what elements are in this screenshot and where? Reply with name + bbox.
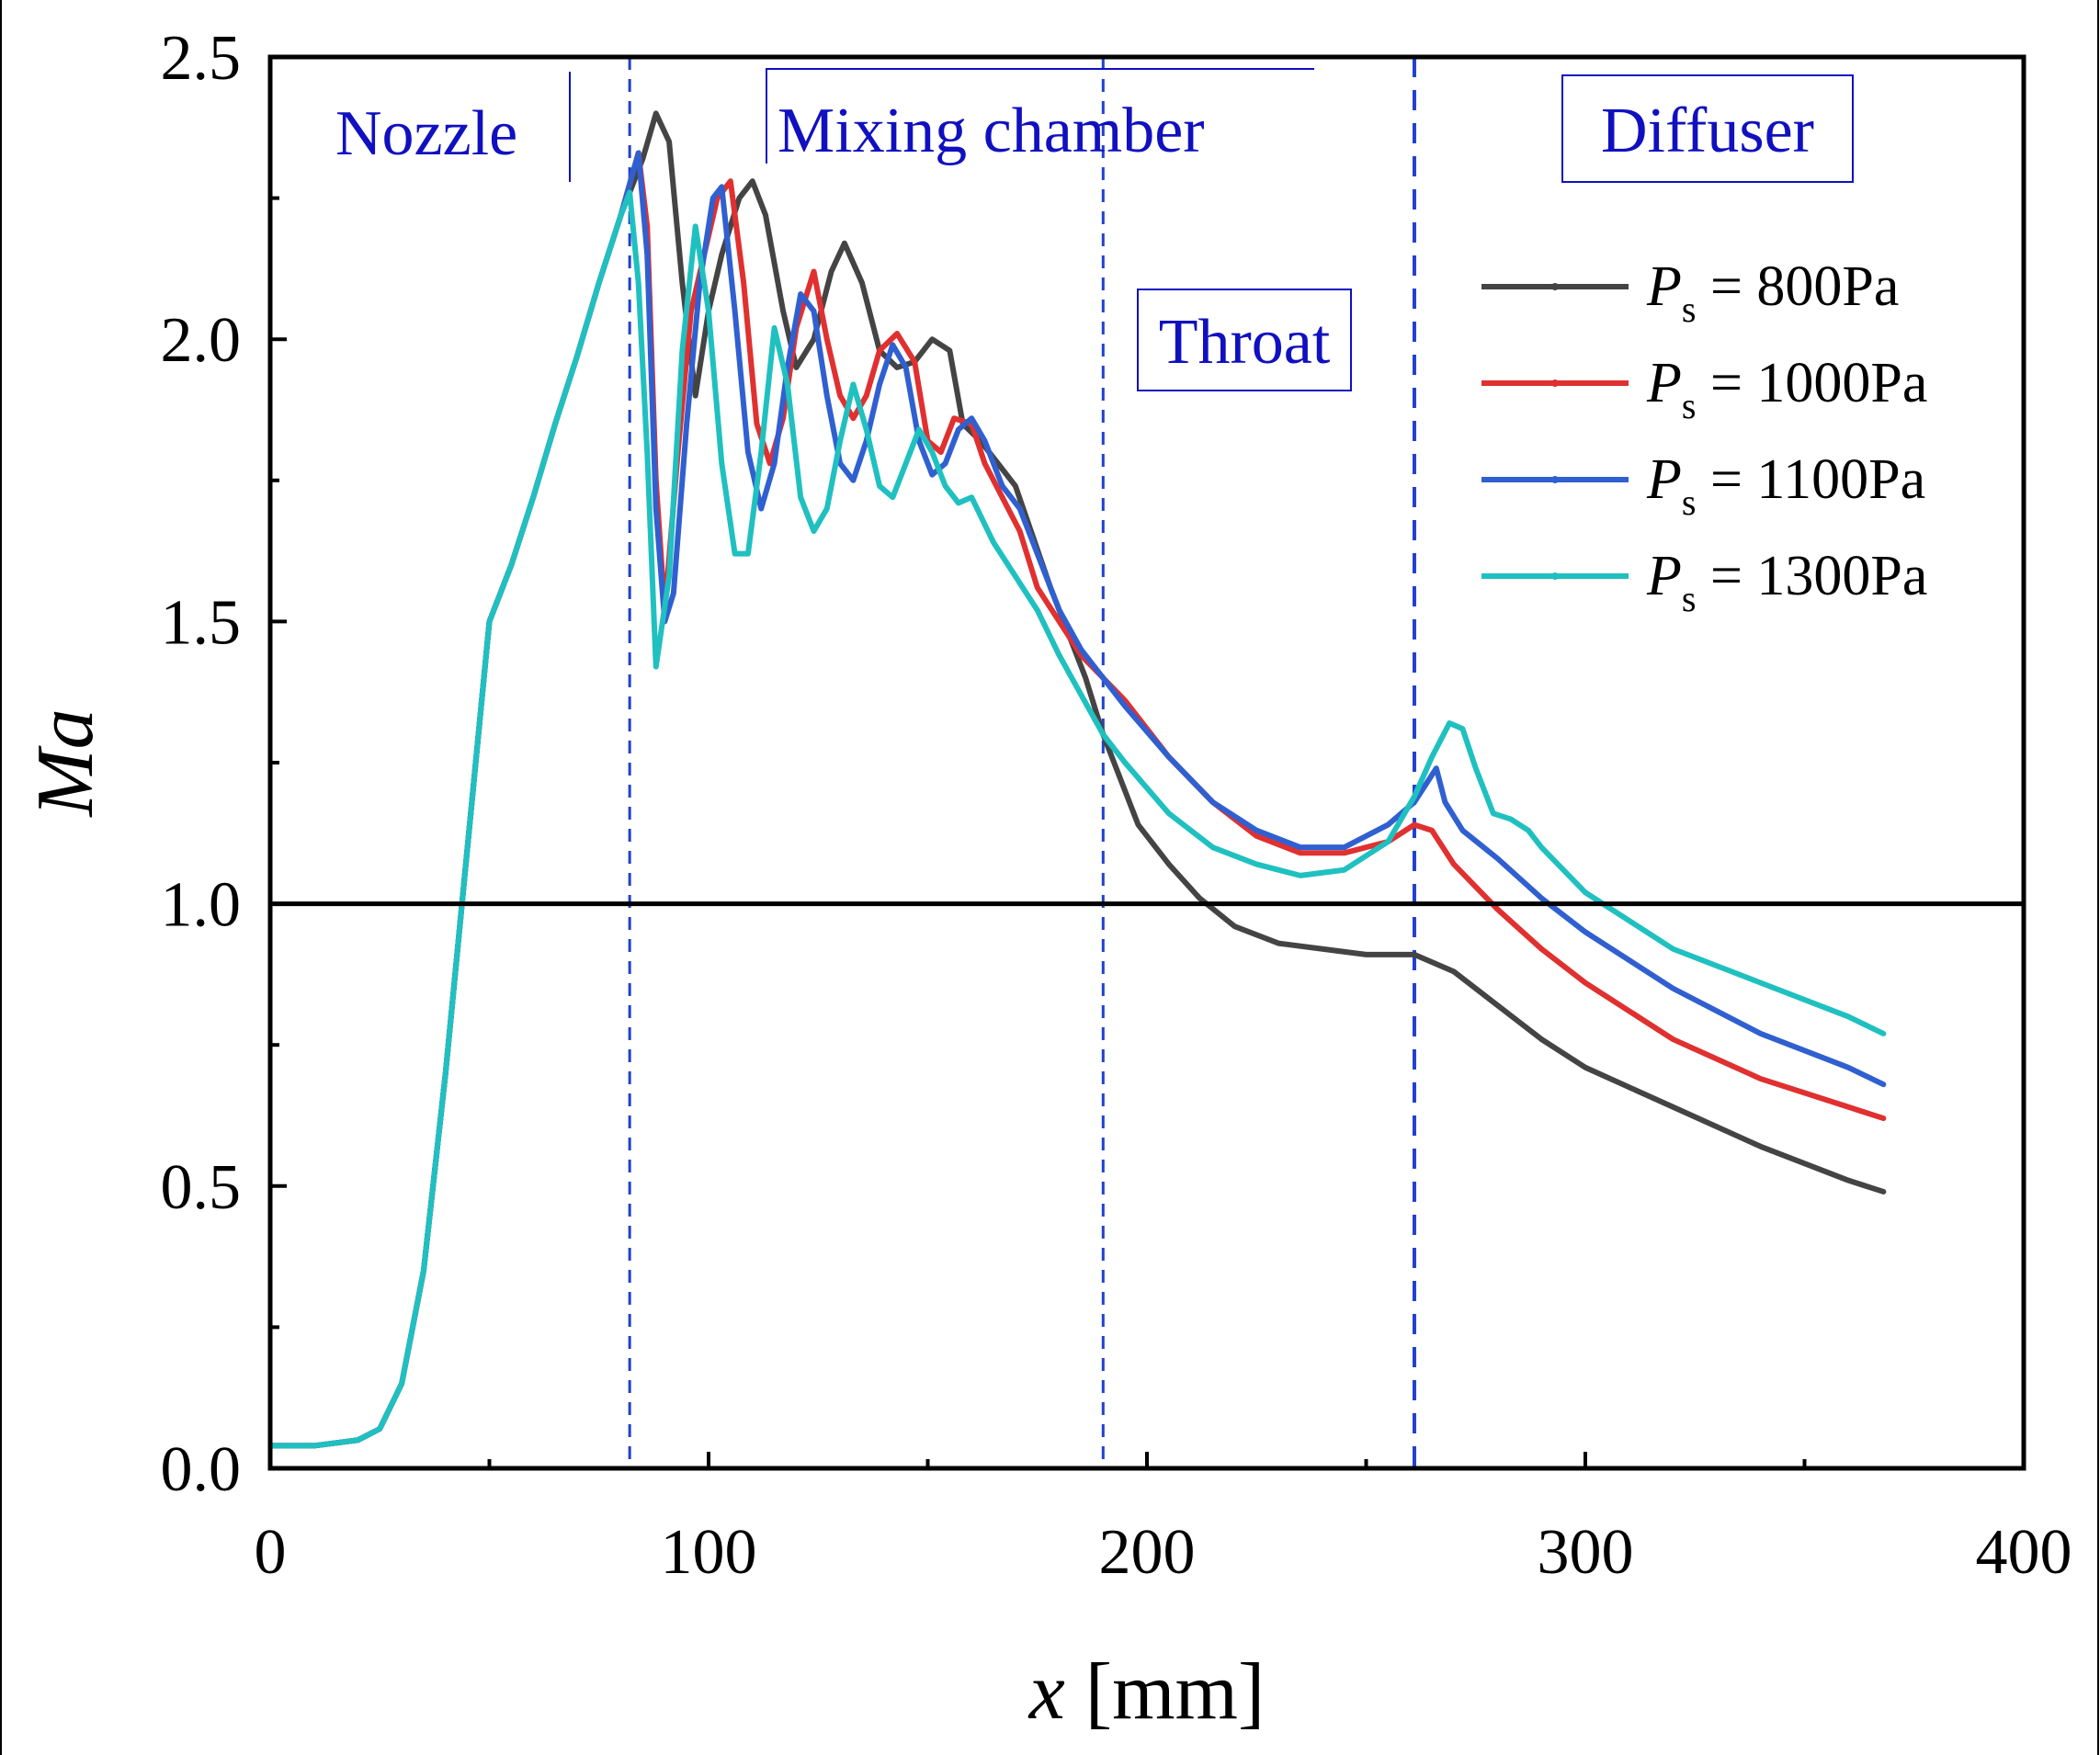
legend-marker-1 [1551, 379, 1559, 387]
throat-label-box [1137, 289, 1352, 391]
x-tick-label-100: 100 [661, 1517, 757, 1588]
legend-value-2: = 1100Pa [1696, 448, 1925, 511]
legend-label-1: Ps = 1000Pa [1646, 352, 1927, 426]
region-label-mixing-chamber: Mixing chamber [778, 96, 1205, 166]
legend-marker-2 [1551, 476, 1559, 483]
legend-label-2: Ps = 1100Pa [1646, 448, 1925, 523]
x-tick-label-200: 200 [1099, 1517, 1196, 1588]
legend-symbol-1: P [1646, 352, 1682, 414]
legend-value-3: = 1300Pa [1696, 545, 1927, 607]
y-tick-labels: 0.0 0.5 1.0 1.5 2.0 2.5 [161, 23, 242, 1505]
x-tick-label-300: 300 [1538, 1517, 1634, 1588]
legend-marker-0 [1551, 283, 1559, 290]
x-tick-labels: 0 100 200 300 400 [255, 1517, 2072, 1588]
legend-subscript-2: s [1682, 481, 1697, 523]
region-label-nozzle: Nozzle [335, 98, 517, 169]
diffuser-label-box [1561, 74, 1854, 183]
x-axis-title-unit: [mm] [1065, 1647, 1266, 1737]
series-layer [270, 110, 1887, 1449]
y-tick-label-0.0: 0.0 [161, 1434, 242, 1505]
legend-subscript-0: s [1682, 289, 1697, 330]
legend-label-0: Ps = 800Pa [1646, 255, 1899, 330]
region-labels: Nozzle Mixing chamber Throat Diffuser [335, 68, 1854, 391]
y-tick-label-1.0: 1.0 [161, 870, 242, 941]
legend-label-3: Ps = 1300Pa [1646, 545, 1927, 619]
mixing-chamber-label-box [766, 68, 1314, 164]
y-tick-label-2.0: 2.0 [161, 305, 242, 376]
legend-subscript-3: s [1682, 578, 1697, 619]
y-tick-label-2.5: 2.5 [161, 23, 242, 94]
y-tick-label-0.5: 0.5 [161, 1152, 242, 1223]
axis-ticks [268, 55, 2026, 1470]
legend-value-1: = 1000Pa [1696, 352, 1927, 414]
legend-marker-3 [1551, 572, 1559, 580]
legend-symbol-3: P [1646, 545, 1682, 607]
series-line-2 [270, 150, 1887, 1449]
series-line-0 [270, 110, 1887, 1449]
x-axis-title: x [mm] [1027, 1647, 1266, 1737]
legend-symbol-0: P [1646, 255, 1682, 318]
y-tick-label-1.5: 1.5 [161, 587, 242, 658]
region-label-throat: Throat [1159, 307, 1331, 378]
legend-subscript-1: s [1682, 385, 1697, 426]
x-axis-title-var: x [1027, 1647, 1065, 1737]
x-tick-label-400: 400 [1976, 1517, 2072, 1588]
series-line-1 [270, 150, 1887, 1449]
region-dividers [628, 57, 1416, 1468]
legend-value-0: = 800Pa [1696, 255, 1899, 318]
y-axis-title: Ma [21, 708, 110, 818]
legend-symbol-2: P [1646, 448, 1682, 511]
series-line-3 [270, 189, 1887, 1449]
region-label-diffuser: Diffuser [1601, 96, 1814, 166]
x-tick-label-0: 0 [255, 1517, 287, 1588]
